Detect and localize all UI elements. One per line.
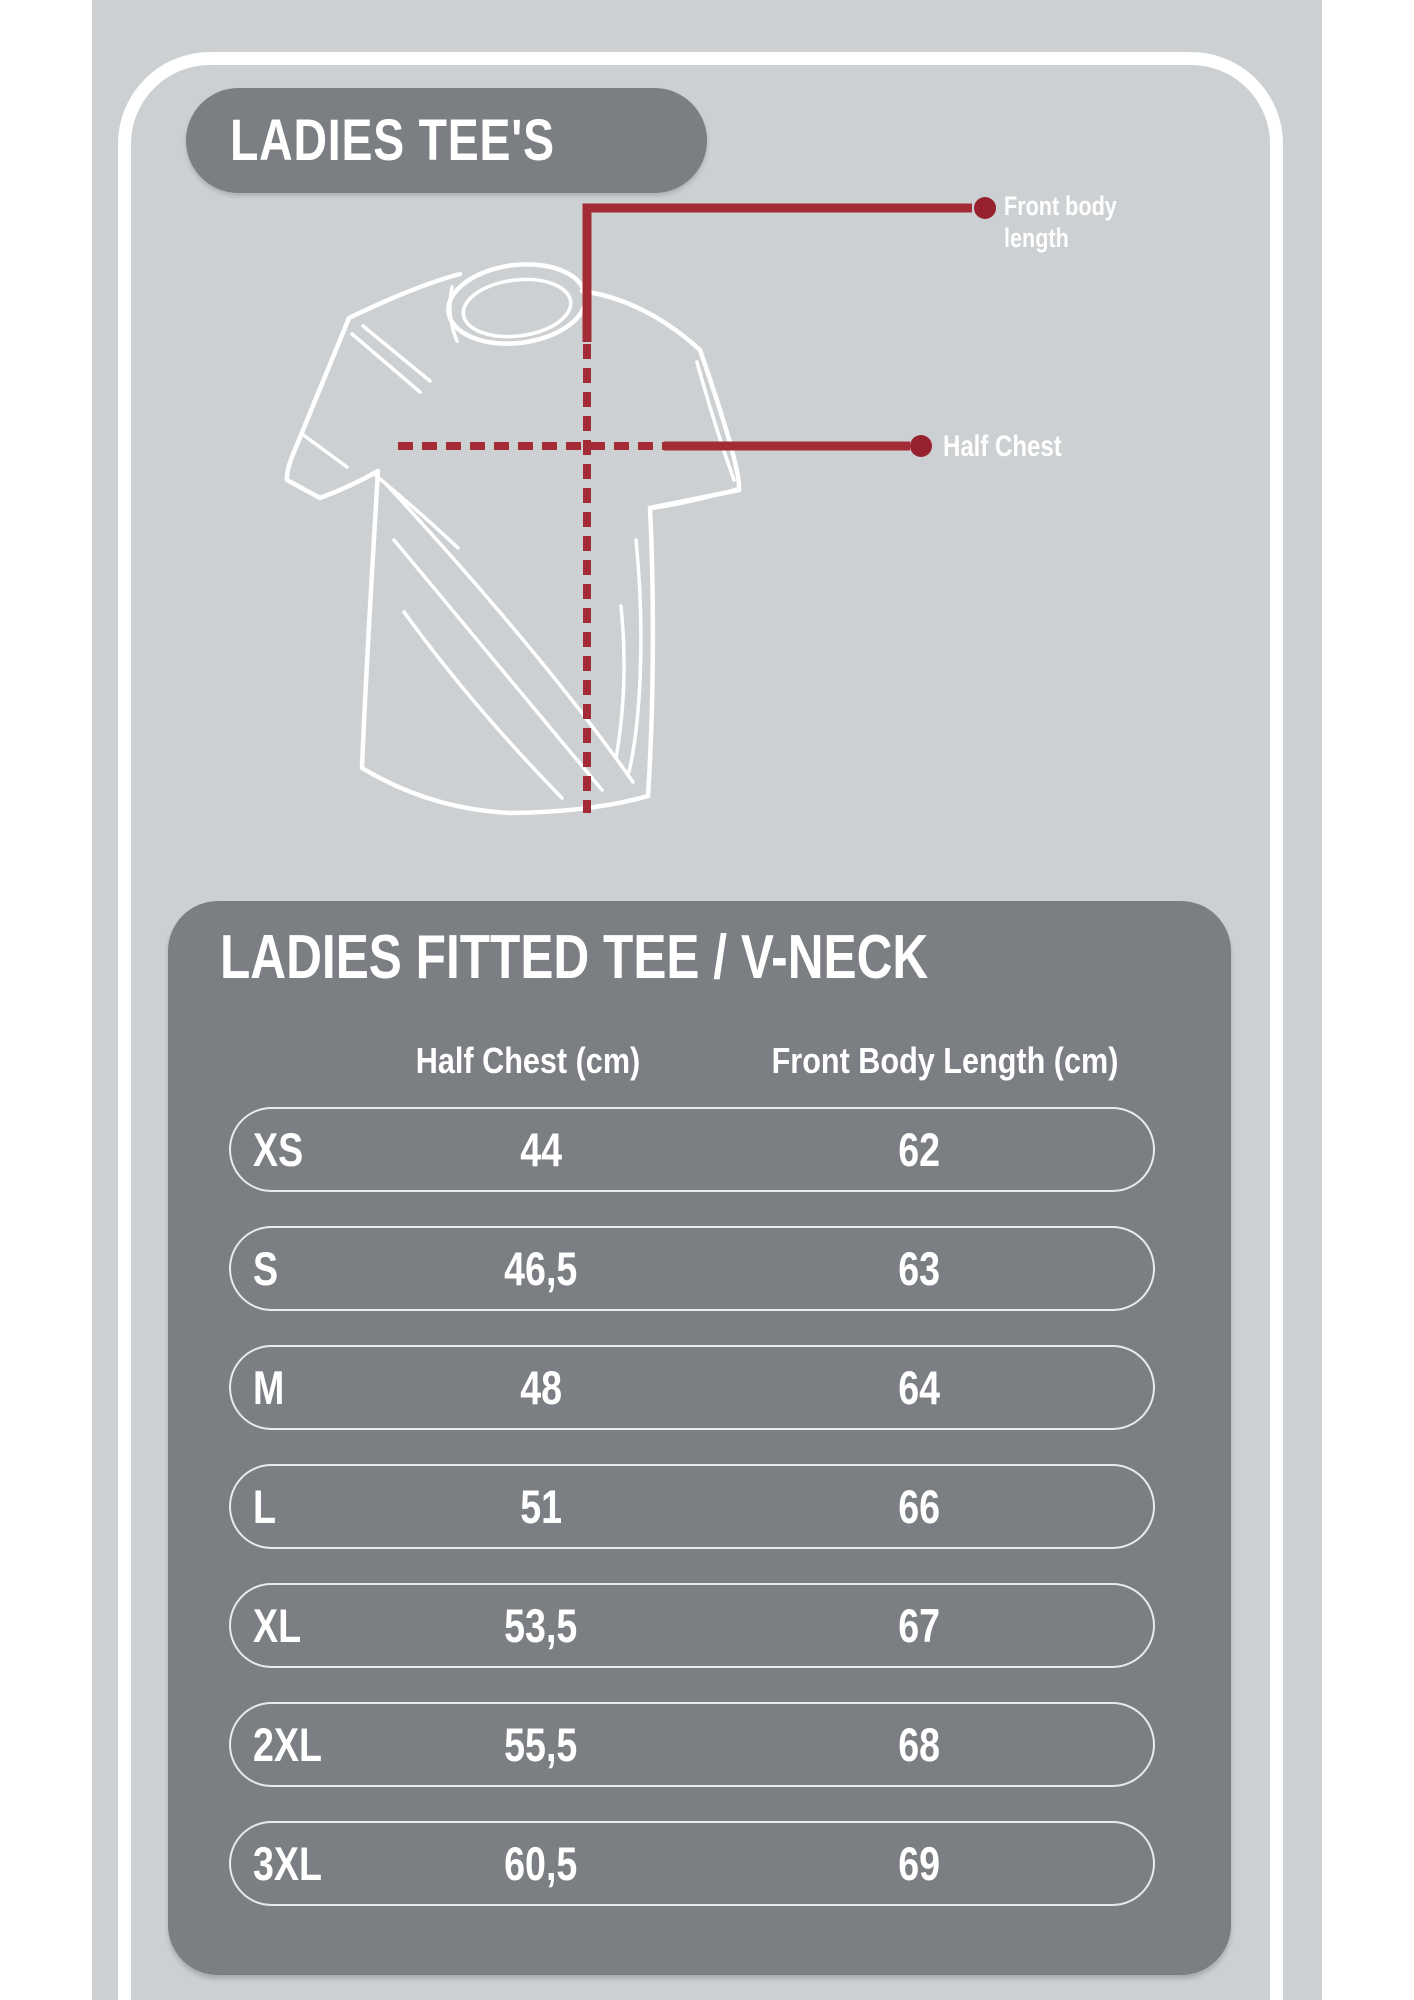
size-label: L	[253, 1480, 276, 1533]
front-body-length-label: Front body length	[1004, 191, 1117, 254]
front-body-length-value: 63	[898, 1242, 941, 1295]
front-body-length-line	[582, 203, 972, 342]
front-body-length-value: 66	[898, 1480, 941, 1533]
size-label: 3XL	[253, 1837, 322, 1890]
size-label: XL	[253, 1599, 302, 1652]
table-row-2xl: 2XL 55,5 68	[229, 1702, 1155, 1787]
front-body-length-dot	[974, 197, 996, 219]
tshirt-outline	[284, 271, 742, 816]
tshirt-folds	[300, 285, 739, 800]
size-label: M	[253, 1361, 285, 1414]
size-table-panel: LADIES FITTED TEE / V-NECK Half Chest (c…	[168, 901, 1231, 1975]
size-label: XS	[253, 1123, 304, 1176]
collar-inner-line	[461, 277, 573, 339]
category-badge: LADIES TEE'S	[186, 88, 707, 193]
half-chest-value: 55,5	[504, 1718, 578, 1771]
front-body-length-value: 68	[898, 1718, 941, 1771]
table-row-m: M 48 64	[229, 1345, 1155, 1430]
size-label: S	[253, 1242, 279, 1295]
half-chest-value: 46,5	[504, 1242, 578, 1295]
half-chest-value: 44	[520, 1123, 562, 1176]
table-title: LADIES FITTED TEE / V-NECK	[220, 923, 929, 992]
half-chest-value: 60,5	[504, 1837, 578, 1890]
table-row-xl: XL 53,5 67	[229, 1583, 1155, 1668]
category-badge-label: LADIES TEE'S	[230, 108, 555, 173]
table-row-s: S 46,5 63	[229, 1226, 1155, 1311]
half-chest-value: 51	[520, 1480, 562, 1533]
rounded-border-frame	[118, 52, 1283, 2000]
table-row-3xl: 3XL 60,5 69	[229, 1821, 1155, 1906]
half-chest-label: Half Chest	[943, 430, 1062, 463]
half-chest-value: 48	[520, 1361, 562, 1414]
half-chest-dot	[910, 435, 932, 457]
table-row-l: L 51 66	[229, 1464, 1155, 1549]
table-row-xs: XS 44 62	[229, 1107, 1155, 1192]
front-body-length-value: 69	[898, 1837, 941, 1890]
front-body-length-value: 67	[898, 1599, 941, 1652]
size-label: 2XL	[253, 1718, 322, 1771]
front-body-length-value: 64	[898, 1361, 941, 1414]
half-chest-value: 53,5	[504, 1599, 578, 1652]
front-body-length-value: 62	[898, 1123, 941, 1176]
